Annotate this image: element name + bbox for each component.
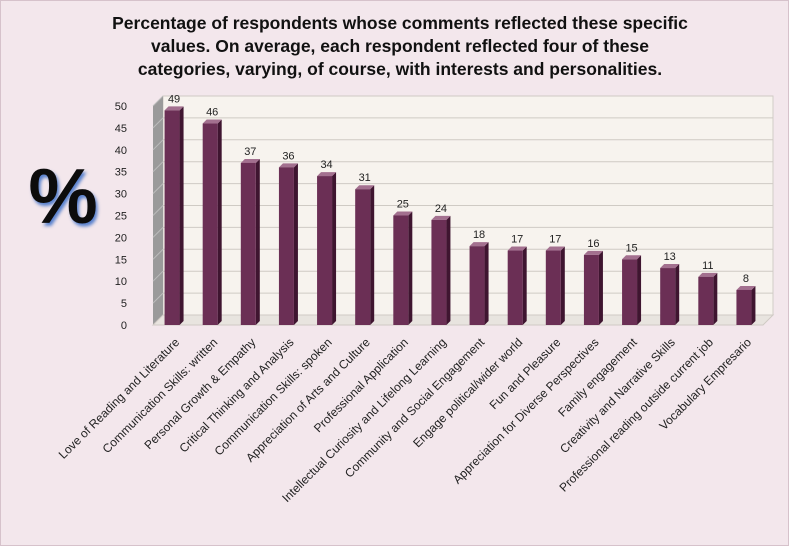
gridline-side [152,161,164,173]
bar-side [332,172,337,325]
gridline-side [152,248,164,260]
data-label: 24 [435,203,447,215]
bar [317,176,333,325]
bar-top [393,211,413,216]
bar [164,110,180,325]
bar-top [545,246,565,251]
bar-top [698,272,718,277]
data-label: 13 [664,251,676,263]
chart-title: Percentage of respondents whose comments… [60,12,740,81]
bar-side [522,246,527,325]
data-label: 15 [625,242,637,254]
bar-side [217,119,222,326]
gridline-side [152,270,164,282]
gridline-side [152,227,164,238]
gridline-side [152,117,164,129]
data-label: 18 [473,229,485,241]
bar-side [598,250,603,325]
data-label: 49 [168,93,180,105]
data-label: 17 [511,234,523,246]
bar-side [560,246,565,325]
y-tick-label: 5 [121,298,127,310]
bar-side [675,264,680,325]
bar-top [317,172,337,177]
y-tick-label: 25 [115,211,127,223]
bar-top [622,255,642,260]
bar-top [736,285,756,290]
bar-top [164,106,184,111]
y-tick-label: 45 [115,123,127,135]
bar [736,289,752,325]
bar-side [484,242,489,325]
bar-side [713,272,718,325]
bar [545,250,561,325]
gridline-side [152,205,164,216]
y-tick-label: 20 [115,232,127,244]
bar [202,123,218,326]
chart-title-line-3: categories, varying, of course, with int… [137,59,663,79]
bar-top [583,250,603,255]
y-tick-label: 30 [115,189,127,201]
bar-top [507,246,527,251]
data-label: 16 [587,238,599,250]
bar-side [637,255,642,325]
y-tick-label: 40 [115,145,127,157]
data-label: 11 [702,260,713,272]
bar-top [355,185,375,190]
bar-side [179,106,184,325]
data-label: 25 [397,199,409,211]
chart-title-line-1: Percentage of respondents whose comments… [112,13,688,33]
bar-side [255,158,260,325]
y-tick-label: 50 [115,101,127,113]
data-label: 37 [244,146,256,158]
bar-side [408,211,413,325]
bar [469,246,485,325]
bar [583,254,599,325]
bar [278,167,294,325]
gridline-side [152,139,164,151]
y-tick-label: 35 [115,167,127,179]
bar-side [751,285,756,325]
data-label: 8 [743,273,749,285]
bar-side [446,215,451,325]
bar [507,250,523,325]
chart-title-line-2: values. On average, each respondent refl… [151,36,649,56]
bar [660,268,676,325]
bar [431,219,447,325]
y-tick-label: 0 [121,320,127,332]
bar [622,259,638,325]
bar-top [469,242,489,247]
bar [698,276,714,325]
bar [240,162,256,325]
gridline-side [152,95,164,107]
bar-top [431,215,451,220]
data-label: 46 [206,107,218,119]
bar-top [278,163,298,168]
bar-top [202,119,222,124]
gridline-side [152,292,164,304]
bar [355,189,371,325]
data-label: 36 [282,150,294,162]
x-tick-label: Community and Social Engagement [342,335,488,481]
y-tick-label: 15 [115,254,127,266]
bar-side [370,185,375,325]
y-tick-label: 10 [115,276,127,288]
data-label: 31 [359,172,371,184]
bar-top [240,158,260,163]
data-label: 17 [549,234,561,246]
bar-top [660,264,680,269]
y-axis-symbol: % [28,152,98,240]
bar-side [293,163,298,325]
gridline-side [152,183,164,194]
bar [393,215,409,325]
data-label: 34 [320,159,332,171]
